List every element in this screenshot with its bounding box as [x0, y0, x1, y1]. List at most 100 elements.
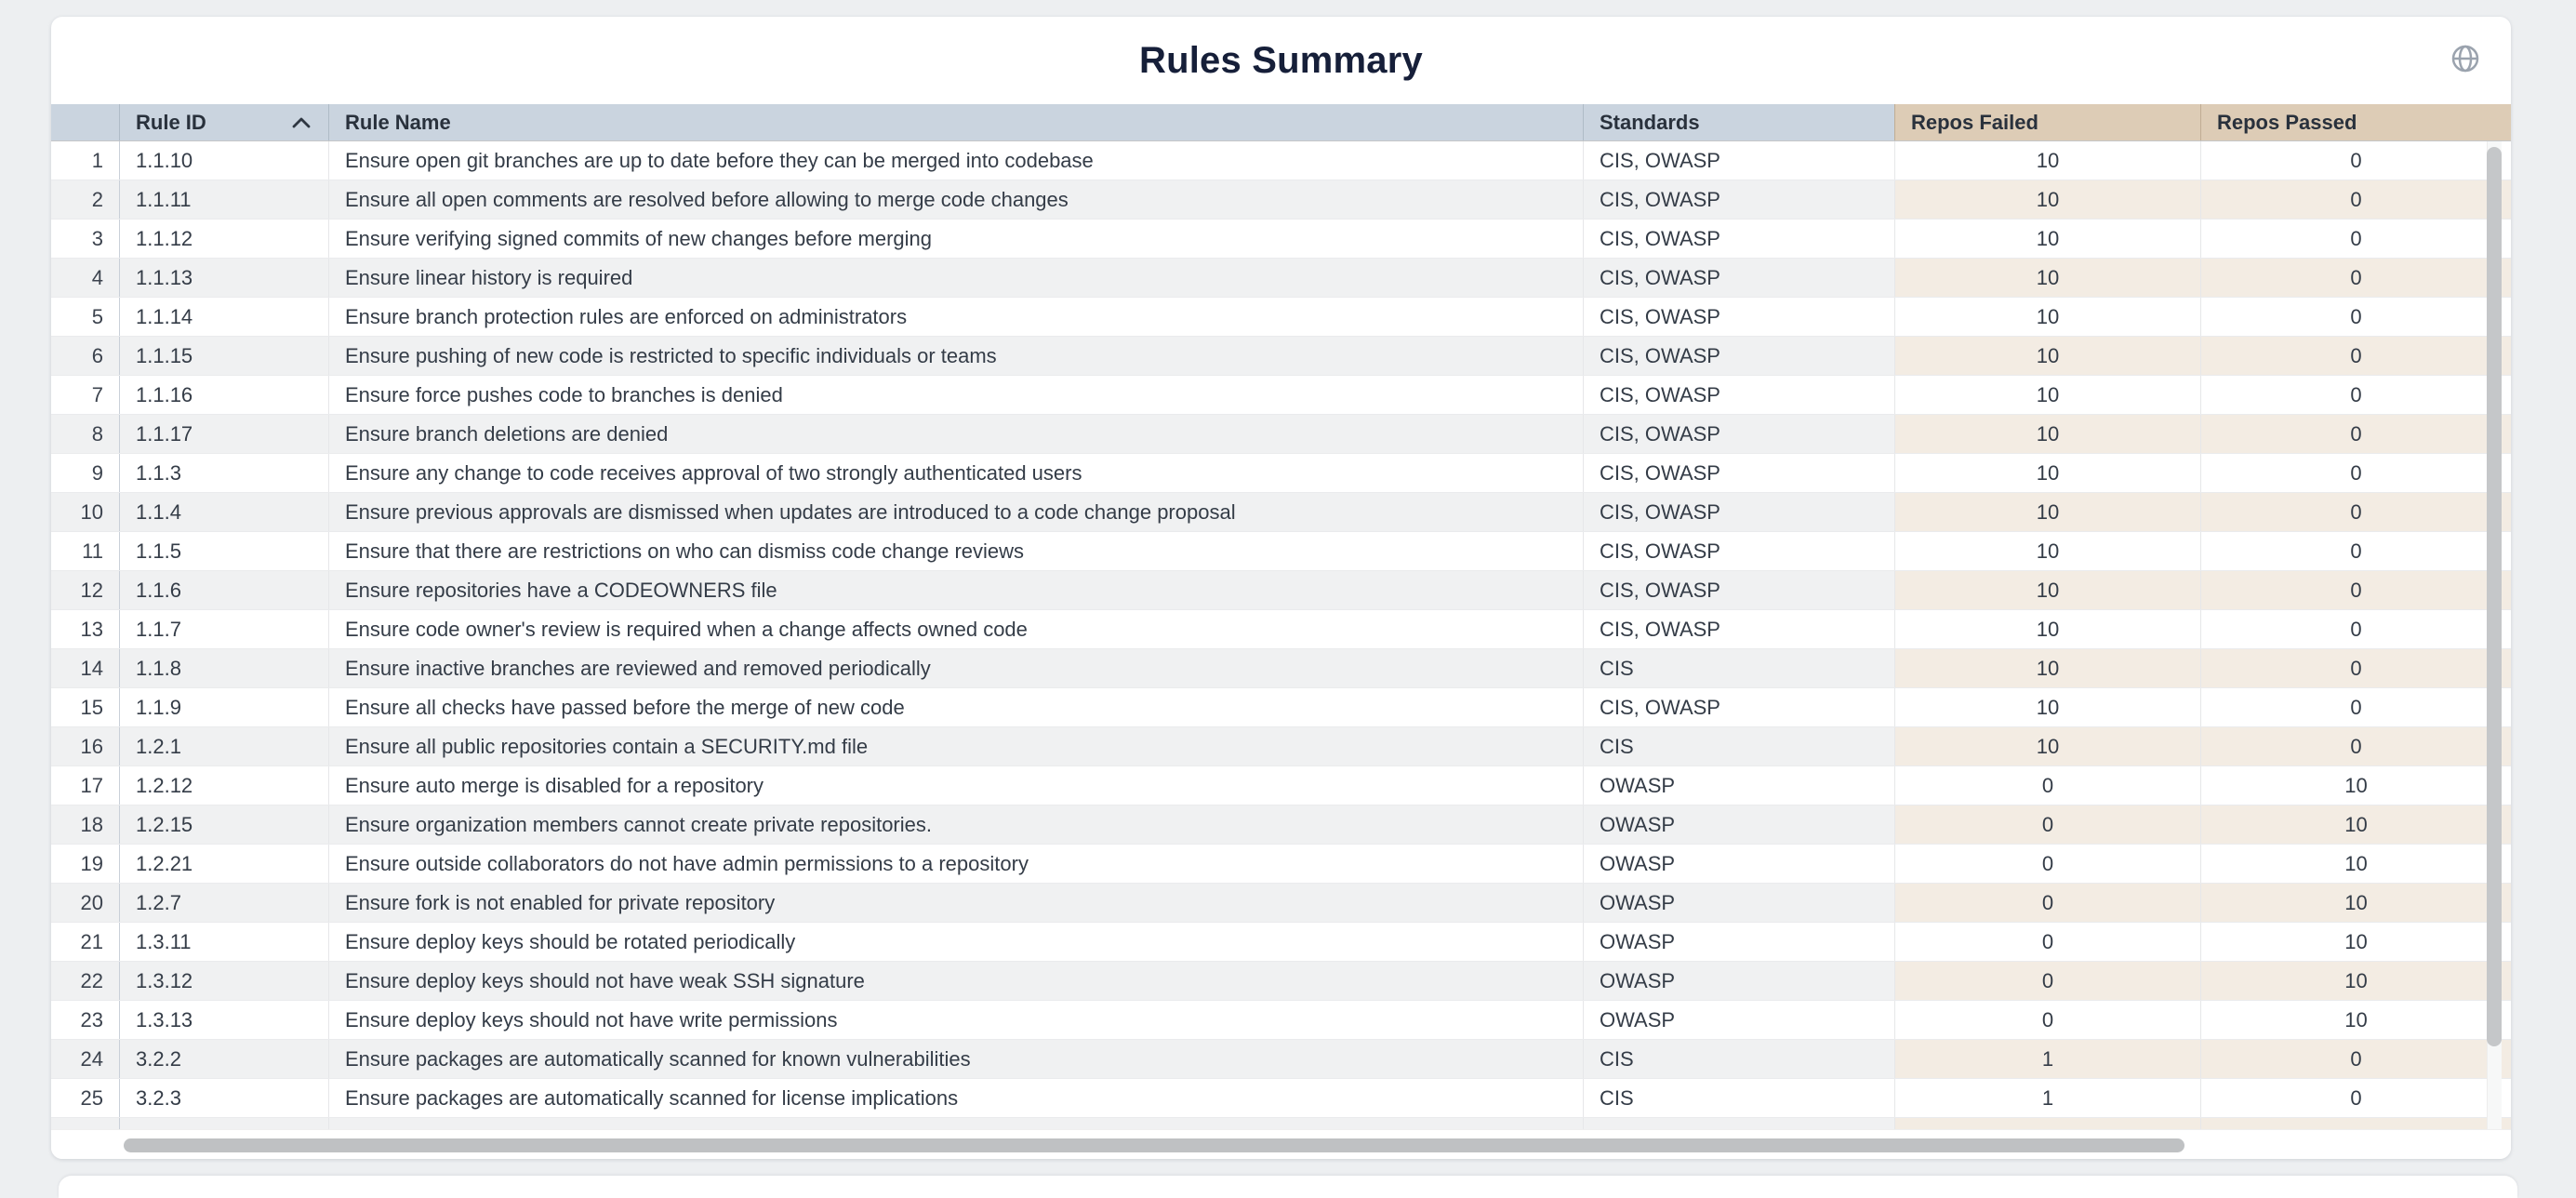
- repos-passed-cell: 0: [2200, 220, 2511, 258]
- rule-id-cell: 1.2.1: [119, 727, 328, 765]
- table-row[interactable]: 22 1.3.12 Ensure deploy keys should not ha…: [51, 962, 2511, 1001]
- column-header-standards[interactable]: Standards: [1583, 104, 1894, 140]
- repos-failed-cell: 0: [1894, 766, 2200, 805]
- repos-passed-cell: 0: [2200, 610, 2511, 648]
- row-index-cell: 16: [51, 727, 119, 765]
- table-row[interactable]: 16 1.2.1 Ensure all public repositories co…: [51, 727, 2511, 766]
- rule-id-cell: 1.1.5: [119, 532, 328, 570]
- table-row[interactable]: 20 1.2.7 Ensure fork is not enabled for pr…: [51, 884, 2511, 923]
- rule-name-cell: Ensure packages are automatically scanne…: [328, 1040, 1583, 1078]
- standards-cell: CIS, OWASP: [1583, 454, 1894, 492]
- table-row[interactable]: 2 1.1.11 Ensure all open comments are reso…: [51, 180, 2511, 220]
- table-row[interactable]: 4 1.1.13 Ensure linear history is required…: [51, 259, 2511, 298]
- row-index-cell: 4: [51, 259, 119, 297]
- standards-cell: CIS, OWASP: [1583, 180, 1894, 219]
- repos-passed-cell: 0: [2200, 493, 2511, 531]
- column-header-repos-passed[interactable]: Repos Passed: [2200, 104, 2511, 140]
- table-row[interactable]: 5 1.1.14 Ensure branch protection rules ar…: [51, 298, 2511, 337]
- column-header-rule-id-label: Rule ID: [136, 110, 206, 134]
- rule-name-cell: Ensure all open comments are resolved be…: [328, 180, 1583, 219]
- repos-passed-cell: 0: [2200, 259, 2511, 297]
- rule-id-cell: 1.1.13: [119, 259, 328, 297]
- standards-cell: OWASP: [1583, 962, 1894, 1000]
- table-row[interactable]: 12 1.1.6 Ensure repositories have a CODEOW…: [51, 571, 2511, 610]
- table-row[interactable]: 7 1.1.16 Ensure force pushes code to branc…: [51, 376, 2511, 415]
- table-row[interactable]: 25 3.2.3 Ensure packages are automatically…: [51, 1079, 2511, 1118]
- table-row[interactable]: 17 1.2.12 Ensure auto merge is disabled fo…: [51, 766, 2511, 805]
- page-title: Rules Summary: [1139, 39, 1423, 81]
- table-row[interactable]: 21 1.3.11 Ensure deploy keys should be rot…: [51, 923, 2511, 962]
- globe-button[interactable]: [2450, 44, 2481, 75]
- repos-passed-cell: 10: [2200, 845, 2511, 883]
- table-row[interactable]: 10 1.1.4 Ensure previous approvals are dis…: [51, 493, 2511, 532]
- row-index-cell: 8: [51, 415, 119, 453]
- vertical-scrollbar-thumb[interactable]: [2487, 147, 2502, 1046]
- rule-name-cell: Ensure open git branches are up to date …: [328, 141, 1583, 180]
- rule-name-cell: Ensure previous approvals are dismissed …: [328, 493, 1583, 531]
- rule-name-cell: Ensure deploy keys should not have weak …: [328, 962, 1583, 1000]
- repos-passed-cell: 0: [2200, 180, 2511, 219]
- table-row[interactable]: 23 1.3.13 Ensure deploy keys should not ha…: [51, 1001, 2511, 1040]
- row-index-cell: 7: [51, 376, 119, 414]
- table-row[interactable]: 13 1.1.7 Ensure code owner's review is req…: [51, 610, 2511, 649]
- column-header-rule-id[interactable]: Rule ID: [119, 104, 328, 140]
- standards-cell: CIS, OWASP: [1583, 259, 1894, 297]
- rule-name-cell: Ensure branch deletions are denied: [328, 415, 1583, 453]
- table-row[interactable]: 8 1.1.17 Ensure branch deletions are denie…: [51, 415, 2511, 454]
- standards-cell: CIS: [1583, 649, 1894, 687]
- column-header-rule-name[interactable]: Rule Name: [328, 104, 1583, 140]
- row-index-cell: 2: [51, 180, 119, 219]
- horizontal-scrollbar-track[interactable]: [51, 1129, 2511, 1159]
- table-row[interactable]: 9 1.1.3 Ensure any change to code receives…: [51, 454, 2511, 493]
- repos-passed-cell: 0: [2200, 454, 2511, 492]
- table-row[interactable]: 1 1.1.10 Ensure open git branches are up t…: [51, 141, 2511, 180]
- horizontal-scrollbar-thumb[interactable]: [124, 1138, 2184, 1152]
- rule-name-cell: Ensure all public repositories contain a…: [328, 727, 1583, 765]
- rule-name-cell: Ensure repositories have a CODEOWNERS fi…: [328, 571, 1583, 609]
- rule-id-cell: 1.1.15: [119, 337, 328, 375]
- rule-name-cell: Ensure verifying signed commits of new c…: [328, 220, 1583, 258]
- rule-id-cell: 1.2.15: [119, 805, 328, 844]
- table-row[interactable]: 19 1.2.21 Ensure outside collaborators do …: [51, 845, 2511, 884]
- repos-passed-cell: 10: [2200, 962, 2511, 1000]
- rule-name-cell: Ensure inactive branches are reviewed an…: [328, 649, 1583, 687]
- row-index-cell: 24: [51, 1040, 119, 1078]
- rule-id-cell: 1.1.8: [119, 649, 328, 687]
- rule-name-cell: Ensure auto merge is disabled for a repo…: [328, 766, 1583, 805]
- table-row[interactable]: 24 3.2.2 Ensure packages are automatically…: [51, 1040, 2511, 1079]
- table-row[interactable]: 14 1.1.8 Ensure inactive branches are revi…: [51, 649, 2511, 688]
- repos-passed-cell: 0: [2200, 532, 2511, 570]
- repos-failed-cell: 10: [1894, 415, 2200, 453]
- repos-passed-cell: 0: [2200, 376, 2511, 414]
- rule-name-cell: Ensure fork is not enabled for private r…: [328, 884, 1583, 922]
- repos-passed-cell: 0: [2200, 688, 2511, 726]
- repos-passed-cell: 0: [2200, 415, 2511, 453]
- repos-failed-cell: 0: [1894, 962, 2200, 1000]
- rule-id-cell: 1.1.16: [119, 376, 328, 414]
- repos-passed-cell: 0: [2200, 1040, 2511, 1078]
- rule-id-cell: 1.1.7: [119, 610, 328, 648]
- standards-cell: CIS, OWASP: [1583, 337, 1894, 375]
- row-index-cell: 14: [51, 649, 119, 687]
- row-index-cell: 11: [51, 532, 119, 570]
- table-row[interactable]: 3 1.1.12 Ensure verifying signed commits o…: [51, 220, 2511, 259]
- repos-passed-cell: 0: [2200, 649, 2511, 687]
- rule-id-cell: 1.2.7: [119, 884, 328, 922]
- repos-passed-cell: 10: [2200, 1001, 2511, 1039]
- rule-id-cell: 1.1.11: [119, 180, 328, 219]
- table-header-row: Rule ID Rule Name Standards Repos Failed…: [51, 104, 2511, 141]
- repos-passed-cell: 10: [2200, 805, 2511, 844]
- repos-failed-cell: 10: [1894, 493, 2200, 531]
- standards-cell: CIS: [1583, 1079, 1894, 1117]
- standards-cell: [1583, 1118, 1894, 1129]
- table-row[interactable]: 15 1.1.9 Ensure all checks have passed bef…: [51, 688, 2511, 727]
- rule-id-cell: 1.1.17: [119, 415, 328, 453]
- table-row[interactable]: 11 1.1.5 Ensure that there are restriction…: [51, 532, 2511, 571]
- rule-name-cell: Ensure any change to code receives appro…: [328, 454, 1583, 492]
- table-row[interactable]: 6 1.1.15 Ensure pushing of new code is res…: [51, 337, 2511, 376]
- table-row[interactable]: 18 1.2.15 Ensure organization members cann…: [51, 805, 2511, 845]
- repos-failed-cell: 10: [1894, 337, 2200, 375]
- standards-cell: CIS: [1583, 1040, 1894, 1078]
- rule-name-cell: Ensure organization members cannot creat…: [328, 805, 1583, 844]
- column-header-repos-failed[interactable]: Repos Failed: [1894, 104, 2200, 140]
